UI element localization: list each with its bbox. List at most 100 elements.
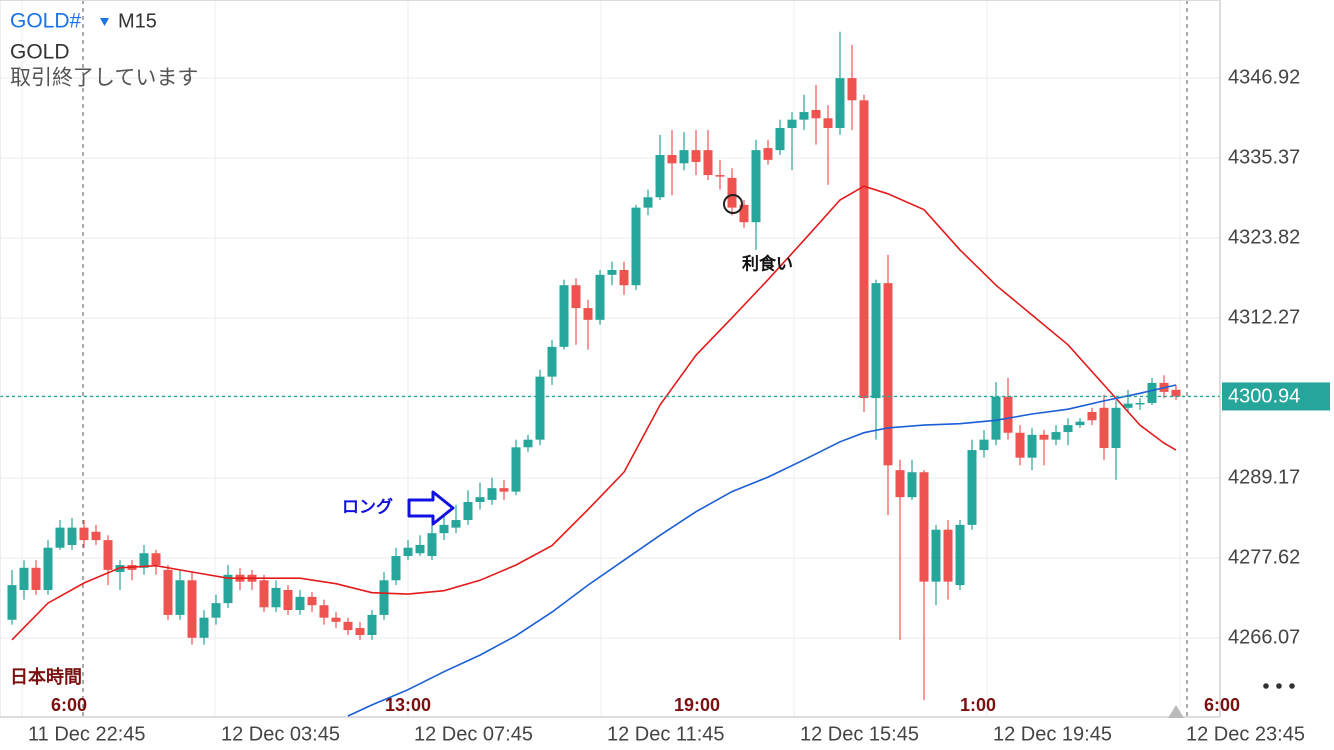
- candle-body: [391, 556, 401, 581]
- candle-body: [751, 150, 761, 223]
- candle-body: [19, 567, 29, 590]
- y-tick-label: 4312.27: [1228, 306, 1300, 328]
- candle-body: [619, 269, 629, 286]
- candle-body: [295, 596, 305, 611]
- candle-body: [643, 197, 653, 208]
- candle-body: [607, 269, 617, 275]
- candle-body: [475, 497, 485, 503]
- candle-body: [703, 150, 713, 176]
- candle-body: [1099, 407, 1109, 448]
- candle-body: [1123, 403, 1133, 408]
- y-tick-label: 4346.92: [1228, 66, 1300, 88]
- candle-body: [727, 177, 737, 208]
- candle-body: [7, 585, 17, 620]
- candle-body: [895, 470, 905, 498]
- candle-body: [739, 204, 749, 223]
- candle-body: [319, 605, 329, 618]
- candle-body: [655, 155, 665, 198]
- candle-body: [595, 274, 605, 320]
- local-time-label: 19:00: [674, 695, 720, 715]
- candle-body: [523, 439, 533, 448]
- candle-body: [1051, 432, 1061, 440]
- candle-body: [991, 396, 1001, 440]
- menu-dot[interactable]: [1276, 683, 1282, 689]
- candle-body: [967, 450, 977, 525]
- candle-body: [91, 531, 101, 541]
- x-tick-label: 12 Dec 11:45: [607, 723, 725, 745]
- candle-body: [1027, 434, 1037, 458]
- candle-body: [979, 439, 989, 451]
- candle-body: [583, 308, 593, 320]
- candle-body: [547, 346, 557, 377]
- candle-body: [871, 283, 881, 399]
- candle-body: [451, 520, 461, 528]
- scroll-marker[interactable]: [1168, 705, 1184, 718]
- candle-body: [847, 78, 857, 101]
- candle-body: [271, 587, 281, 608]
- timeframe[interactable]: M15: [118, 10, 157, 32]
- candle-body: [355, 628, 365, 635]
- candle-body: [1063, 425, 1073, 433]
- candle-body: [259, 580, 269, 608]
- candle-body: [943, 529, 953, 582]
- candle-body: [823, 118, 833, 128]
- candle-body: [67, 527, 77, 545]
- more-menu[interactable]: [1263, 683, 1295, 689]
- candle-body: [931, 529, 941, 582]
- candle-body: [139, 553, 149, 568]
- candle-body: [211, 603, 221, 618]
- candle-body: [1015, 432, 1025, 458]
- annotation: ロング: [342, 496, 393, 516]
- symbol[interactable]: GOLD#: [10, 10, 82, 33]
- local-time-label: 13:00: [385, 695, 431, 715]
- candle-body: [715, 175, 725, 177]
- local-time-label: 1:00: [960, 695, 996, 715]
- local-time-label: 6:00: [1204, 695, 1240, 715]
- x-tick-label: 12 Dec 03:45: [221, 723, 340, 745]
- description: GOLD: [10, 41, 70, 64]
- candle-body: [403, 547, 413, 557]
- candle-body: [199, 617, 209, 638]
- annotation-arrow: [407, 490, 455, 526]
- y-tick-label: 4335.37: [1228, 146, 1300, 168]
- candle-body: [43, 547, 53, 590]
- candle-body: [463, 502, 473, 521]
- candle-body: [1003, 396, 1013, 433]
- candle-body: [307, 596, 317, 606]
- menu-dot[interactable]: [1289, 683, 1295, 689]
- local-time-label: 6:00: [51, 695, 87, 715]
- candle-body: [811, 109, 821, 119]
- candle-body: [31, 567, 41, 590]
- candle-body: [955, 524, 965, 586]
- candle-body: [667, 155, 677, 164]
- candle-body: [787, 119, 797, 128]
- candle-body: [799, 112, 809, 120]
- x-tick-label: 12 Dec 23:45: [1186, 723, 1305, 745]
- candle-body: [511, 447, 521, 492]
- symbol-dropdown[interactable]: [100, 18, 109, 26]
- candle-body: [571, 285, 581, 309]
- candle-body: [1147, 382, 1157, 403]
- candle-body: [439, 524, 449, 534]
- candle-body: [691, 150, 701, 162]
- candle-body: [175, 580, 185, 615]
- moving-average: [347, 384, 1177, 717]
- candle-body: [163, 569, 173, 615]
- x-tick-label: 11 Dec 22:45: [28, 723, 146, 745]
- x-tick-label: 12 Dec 15:45: [800, 723, 919, 745]
- candle-body: [79, 527, 89, 541]
- candle-body: [907, 472, 917, 498]
- candle-body: [103, 540, 113, 570]
- market-status: 取引終了しています: [10, 67, 198, 90]
- y-tick-label: 4289.17: [1228, 466, 1300, 488]
- candle-body: [379, 580, 389, 615]
- last-price-box: [1222, 382, 1330, 411]
- last-price-label: 4300.94: [1228, 386, 1300, 408]
- menu-dot[interactable]: [1263, 683, 1269, 689]
- candle-body: [343, 621, 353, 631]
- y-tick-label: 4266.07: [1228, 626, 1300, 648]
- candle-body: [835, 78, 845, 128]
